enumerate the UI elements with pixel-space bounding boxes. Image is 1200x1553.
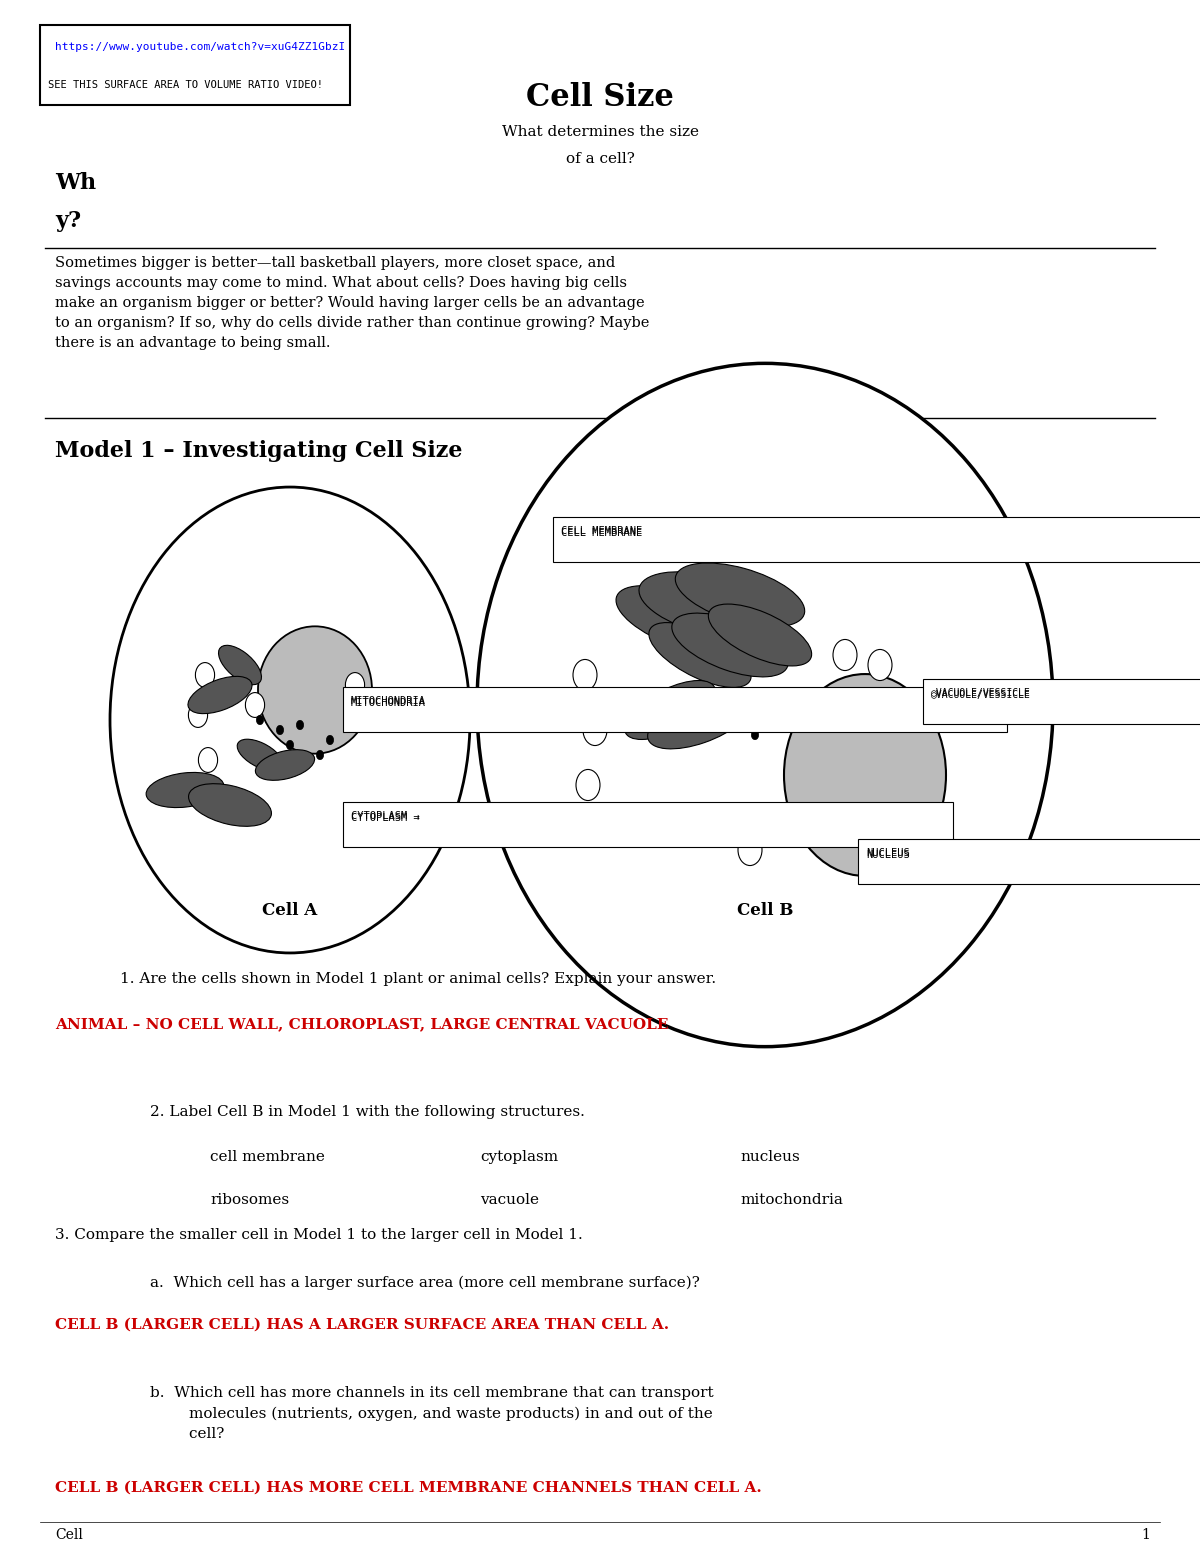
- Text: 1: 1: [1141, 1528, 1150, 1542]
- Text: NUCLEUS: NUCLEUS: [866, 849, 910, 860]
- Text: Sometimes bigger is better—tall basketball players, more closet space, and
savin: Sometimes bigger is better—tall basketba…: [55, 256, 649, 349]
- Text: CELL MEMBRANE: CELL MEMBRANE: [562, 528, 642, 537]
- Text: Cell A: Cell A: [263, 902, 318, 919]
- Circle shape: [296, 721, 304, 730]
- Ellipse shape: [638, 572, 781, 638]
- Circle shape: [196, 663, 215, 688]
- Text: mitochondria: mitochondria: [740, 1193, 842, 1207]
- Text: NUCLEUS: NUCLEUS: [866, 848, 910, 859]
- Ellipse shape: [676, 564, 805, 627]
- FancyBboxPatch shape: [858, 839, 1200, 884]
- Text: ANIMAL – NO CELL WALL, CHLOROPLAST, LARGE CENTRAL VACUOLE: ANIMAL – NO CELL WALL, CHLOROPLAST, LARG…: [55, 1017, 668, 1031]
- Text: Wh: Wh: [55, 172, 96, 194]
- Ellipse shape: [708, 604, 811, 666]
- Circle shape: [868, 649, 892, 680]
- Circle shape: [833, 640, 857, 671]
- Text: CELL B (LARGER CELL) HAS A LARGER SURFACE AREA THAN CELL A.: CELL B (LARGER CELL) HAS A LARGER SURFAC…: [55, 1318, 670, 1332]
- Circle shape: [767, 704, 774, 713]
- Circle shape: [576, 769, 600, 800]
- Circle shape: [346, 672, 365, 697]
- Text: 1. Are the cells shown in Model 1 plant or animal cells? Explain your answer.: 1. Are the cells shown in Model 1 plant …: [120, 972, 716, 986]
- Circle shape: [756, 716, 763, 725]
- Circle shape: [898, 690, 922, 721]
- Ellipse shape: [188, 677, 252, 714]
- Circle shape: [738, 834, 762, 865]
- Circle shape: [188, 702, 208, 727]
- Ellipse shape: [616, 585, 744, 654]
- Circle shape: [737, 710, 744, 719]
- Ellipse shape: [218, 646, 262, 685]
- Ellipse shape: [624, 680, 715, 739]
- Text: CYTOPLASM →: CYTOPLASM →: [352, 811, 420, 822]
- Ellipse shape: [648, 691, 752, 749]
- Circle shape: [257, 716, 264, 725]
- Circle shape: [574, 660, 598, 691]
- Text: SEE THIS SURFACE AREA TO VOLUME RATIO VIDEO!: SEE THIS SURFACE AREA TO VOLUME RATIO VI…: [48, 81, 323, 90]
- Ellipse shape: [672, 613, 788, 677]
- Ellipse shape: [256, 750, 314, 780]
- Text: Cell B: Cell B: [737, 902, 793, 919]
- Text: What determines the size: What determines the size: [502, 124, 698, 140]
- Text: Cell: Cell: [55, 1528, 83, 1542]
- Text: vacuole: vacuole: [480, 1193, 539, 1207]
- Circle shape: [583, 714, 607, 745]
- Text: Cell Size: Cell Size: [526, 82, 674, 113]
- Text: MITOCHONDRIA: MITOCHONDRIA: [352, 696, 426, 707]
- Text: cytoplasm: cytoplasm: [480, 1151, 558, 1165]
- Circle shape: [353, 708, 372, 733]
- FancyBboxPatch shape: [343, 686, 1008, 731]
- Text: CYTOPLASM →: CYTOPLASM →: [352, 812, 420, 823]
- Text: b.  Which cell has more channels in its cell membrane that can transport
       : b. Which cell has more channels in its c…: [150, 1385, 714, 1441]
- Text: MITOCHONDRIA: MITOCHONDRIA: [352, 697, 426, 708]
- Ellipse shape: [238, 739, 283, 770]
- FancyBboxPatch shape: [552, 517, 1200, 562]
- Circle shape: [198, 747, 217, 772]
- Text: CELL MEMBRANE: CELL MEMBRANE: [562, 526, 642, 536]
- FancyBboxPatch shape: [40, 25, 350, 106]
- Ellipse shape: [188, 784, 271, 826]
- Ellipse shape: [258, 626, 372, 753]
- Circle shape: [326, 735, 334, 744]
- Ellipse shape: [478, 363, 1054, 1047]
- Text: ○VACUOLE/VESSICLE: ○VACUOLE/VESSICLE: [931, 688, 1031, 699]
- Ellipse shape: [784, 674, 946, 876]
- Ellipse shape: [110, 488, 470, 954]
- Text: CELL B (LARGER CELL) HAS MORE CELL MEMBRANE CHANNELS THAN CELL A.: CELL B (LARGER CELL) HAS MORE CELL MEMBR…: [55, 1482, 762, 1496]
- Ellipse shape: [649, 623, 751, 688]
- Text: of a cell?: of a cell?: [565, 152, 635, 166]
- Circle shape: [776, 721, 784, 730]
- Text: a.  Which cell has a larger surface area (more cell membrane surface)?: a. Which cell has a larger surface area …: [150, 1277, 700, 1291]
- Circle shape: [276, 725, 283, 735]
- Circle shape: [746, 700, 754, 710]
- Text: 3. Compare the smaller cell in Model 1 to the larger cell in Model 1.: 3. Compare the smaller cell in Model 1 t…: [55, 1228, 583, 1242]
- Circle shape: [246, 693, 265, 717]
- Text: ○VACUOLE/VESSICLE: ○VACUOLE/VESSICLE: [931, 690, 1031, 700]
- Text: cell membrane: cell membrane: [210, 1151, 325, 1165]
- Circle shape: [694, 814, 718, 845]
- Text: y?: y?: [55, 210, 82, 231]
- Text: Model 1 – Investigating Cell Size: Model 1 – Investigating Cell Size: [55, 439, 462, 461]
- Text: nucleus: nucleus: [740, 1151, 799, 1165]
- Text: 2. Label Cell B in Model 1 with the following structures.: 2. Label Cell B in Model 1 with the foll…: [150, 1106, 584, 1120]
- Circle shape: [317, 750, 324, 759]
- Text: ribosomes: ribosomes: [210, 1193, 289, 1207]
- FancyBboxPatch shape: [923, 679, 1200, 724]
- Circle shape: [287, 741, 294, 750]
- Circle shape: [751, 730, 758, 739]
- Ellipse shape: [146, 772, 224, 808]
- FancyBboxPatch shape: [343, 801, 953, 846]
- Text: https://www.youtube.com/watch?v=xuG4ZZ1GbzI: https://www.youtube.com/watch?v=xuG4ZZ1G…: [55, 42, 346, 51]
